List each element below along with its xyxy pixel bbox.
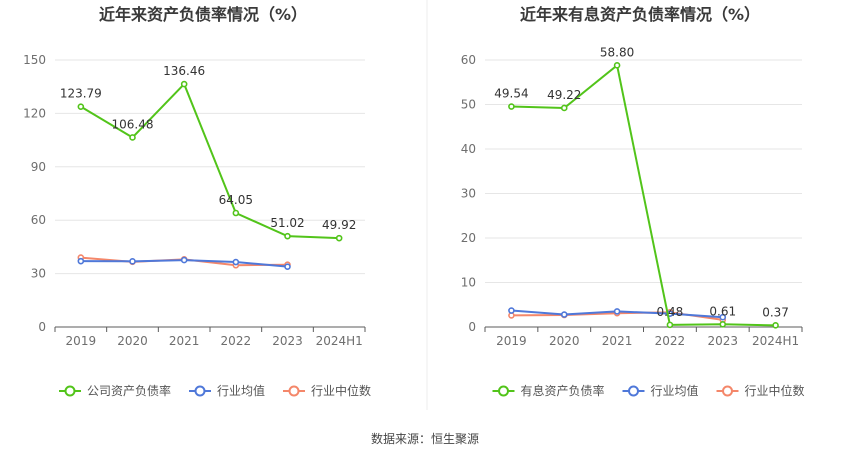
legend-label: 有息资产负债率	[521, 383, 605, 398]
data-point	[284, 263, 291, 270]
data-point	[77, 257, 85, 265]
y-tick-label: 150	[23, 53, 46, 67]
data-label: 0.48	[657, 305, 684, 319]
data-label: 136.46	[163, 64, 205, 78]
legend-label: 行业中位数	[311, 383, 371, 398]
data-point	[180, 80, 188, 88]
legend-item: 行业均值	[622, 383, 699, 398]
data-point	[232, 209, 240, 217]
data-point	[129, 134, 136, 141]
y-tick-label: 30	[461, 187, 476, 201]
data-label: 49.54	[494, 87, 528, 101]
y-tick-label: 0	[468, 320, 476, 334]
legend-item: 行业均值	[189, 383, 265, 398]
data-point	[666, 321, 674, 329]
x-tick-label: 2021	[602, 334, 633, 348]
chart-title: 近年来有息资产负债率情况（%）	[520, 5, 760, 24]
legend-label: 公司资产负债率	[87, 383, 171, 398]
data-point	[77, 103, 85, 110]
series-line	[80, 82, 340, 240]
x-tick-label: 2024H1	[316, 334, 363, 348]
x-tick-label: 2022	[221, 334, 252, 348]
x-tick-label: 2023	[707, 334, 738, 348]
data-label: 0.61	[709, 304, 736, 318]
data-point	[335, 234, 343, 242]
data-label: 0.37	[762, 305, 789, 319]
legend-label: 行业中位数	[745, 383, 805, 398]
data-source: 数据来源：恒生聚源	[371, 431, 479, 446]
data-label: 51.02	[270, 216, 304, 230]
x-tick-label: 2021	[169, 334, 200, 348]
data-label: 49.22	[547, 88, 581, 102]
y-tick-label: 10	[461, 276, 476, 290]
legend-swatch-marker	[194, 385, 206, 397]
x-tick-label: 2023	[272, 334, 303, 348]
data-point	[232, 258, 240, 266]
x-tick-label: 2020	[117, 334, 148, 348]
legend-label: 行业均值	[651, 383, 699, 398]
data-point	[719, 313, 727, 321]
data-point	[508, 103, 515, 110]
data-label: 123.79	[60, 87, 102, 101]
chart-panel-interest-bearing-debt-ratio: 近年来有息资产负债率情况（%） 0 10 20 30 40 50 60 2019 2020 2021…	[461, 5, 805, 398]
data-label: 58.80	[600, 45, 634, 59]
y-tick-label: 40	[461, 142, 476, 156]
legend-item: 行业中位数	[283, 383, 371, 398]
y-tick-label: 50	[461, 98, 476, 112]
legend-label: 行业均值	[217, 383, 265, 398]
y-tick-label: 60	[461, 53, 476, 67]
data-point	[284, 232, 291, 240]
data-label: 49.92	[322, 218, 356, 232]
data-point	[129, 258, 136, 265]
y-tick-label: 30	[31, 267, 46, 281]
x-tick-label: 2019	[66, 334, 97, 348]
legend-swatch-marker	[628, 385, 639, 397]
x-tick-label: 2022	[655, 334, 686, 348]
legend-swatch-marker	[64, 385, 76, 397]
legend-swatch-marker	[722, 385, 733, 397]
data-point	[560, 311, 568, 318]
x-tick-label: 2019	[496, 334, 527, 348]
y-tick-label: 120	[23, 106, 46, 120]
x-tick-label: 2020	[549, 334, 580, 348]
data-label: 106.48	[112, 117, 154, 131]
legend-item: 公司资产负债率	[59, 383, 171, 398]
legend-swatch-marker	[288, 385, 300, 397]
data-point	[613, 308, 621, 315]
data-point	[719, 320, 727, 328]
y-tick-label: 20	[461, 231, 476, 245]
data-point	[180, 256, 188, 264]
data-label: 64.05	[219, 193, 253, 207]
legend-swatch-marker	[498, 385, 509, 397]
y-tick-label: 90	[31, 160, 46, 174]
data-point	[613, 62, 621, 69]
y-tick-label: 60	[31, 213, 46, 227]
data-point	[508, 307, 515, 314]
chart-title: 近年来资产负债率情况（%）	[99, 5, 307, 24]
data-point	[560, 104, 568, 112]
data-point	[772, 322, 779, 329]
series-line	[511, 63, 776, 327]
chart-panel-debt-ratio: 近年来资产负债率情况（%） 0 30 60 90 120 150 2019 2020 2021 20…	[23, 5, 371, 398]
y-tick-label: 0	[38, 320, 46, 334]
legend-item: 有息资产负债率	[492, 383, 605, 398]
legend-item: 行业中位数	[716, 383, 805, 398]
x-tick-label: 2024H1	[752, 334, 799, 348]
